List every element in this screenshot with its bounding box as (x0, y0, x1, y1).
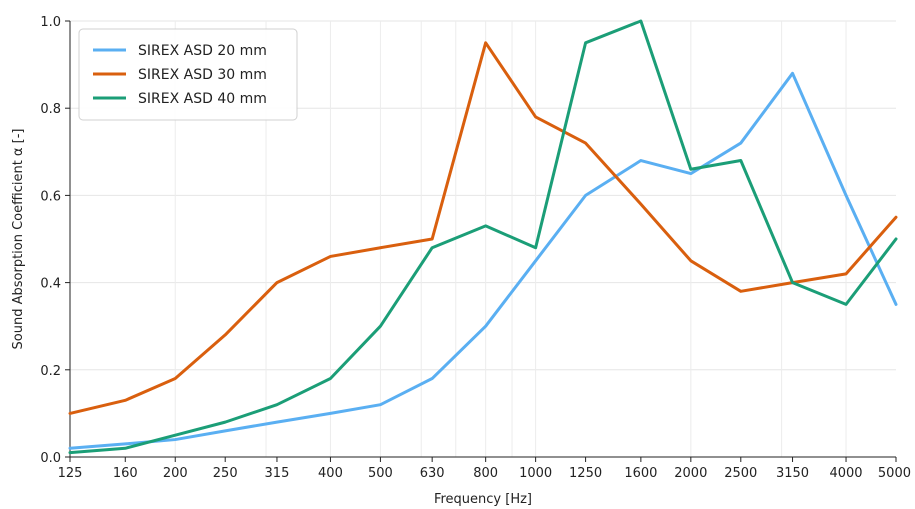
y-tick-label: 0.6 (40, 189, 61, 204)
y-tick-label: 0.8 (40, 102, 61, 117)
x-tick-label: 2500 (724, 466, 757, 481)
x-tick-label: 500 (368, 466, 393, 481)
x-tick-label: 160 (113, 466, 138, 481)
x-tick-label: 800 (473, 466, 498, 481)
x-tick-label: 400 (318, 466, 343, 481)
x-tick-labels: 125 160 200 250 315 400 500 630 800 1000 1250 1600 2… (58, 457, 911, 481)
y-axis-label: Sound Absorption Coefficient α [-] (11, 129, 26, 350)
x-tick-label: 1000 (519, 466, 552, 481)
y-tick-label: 0.0 (40, 451, 61, 466)
x-tick-label: 1250 (569, 466, 602, 481)
x-tick-label: 125 (58, 466, 83, 481)
x-tick-label: 1600 (624, 466, 657, 481)
legend-label-2: SIREX ASD 30 mm (138, 67, 267, 83)
y-tick-label: 0.4 (40, 277, 61, 292)
y-tick-label: 0.2 (40, 364, 61, 379)
x-tick-label: 630 (420, 466, 445, 481)
x-tick-label: 250 (213, 466, 238, 481)
series-line-1 (70, 73, 896, 448)
y-tick-labels: 0.0 0.2 0.4 0.6 0.8 1.0 (40, 15, 70, 466)
x-tick-label: 4000 (829, 466, 862, 481)
legend-label-1: SIREX ASD 20 mm (138, 43, 267, 59)
x-axis-label: Frequency [Hz] (434, 492, 532, 507)
x-tick-label: 2000 (674, 466, 707, 481)
y-tick-label: 1.0 (40, 15, 61, 30)
x-tick-label: 3150 (776, 466, 809, 481)
x-tick-label: 200 (163, 466, 188, 481)
x-tick-label: 5000 (878, 466, 911, 481)
x-tick-label: 315 (265, 466, 290, 481)
legend: SIREX ASD 20 mm SIREX ASD 30 mm SIREX ASD … (79, 29, 297, 120)
legend-label-3: SIREX ASD 40 mm (138, 91, 267, 107)
